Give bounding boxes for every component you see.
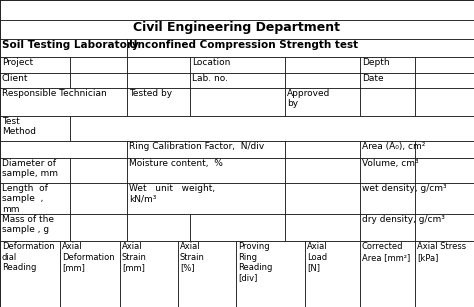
Bar [127,213,190,241]
Bar [127,158,285,183]
Bar [415,158,474,183]
Text: wet density, g/cm³: wet density, g/cm³ [362,184,447,193]
Bar [415,72,474,88]
Text: Diameter of
sample, mm: Diameter of sample, mm [2,159,58,178]
Bar [120,241,178,307]
Bar [285,57,360,72]
Text: Proving
Ring
Reading
[div]: Proving Ring Reading [div] [238,243,273,283]
Bar [70,57,127,72]
Text: Axial
Deformation
[mm]: Axial Deformation [mm] [62,243,115,272]
Text: Approved
by: Approved by [287,89,330,108]
Bar [190,213,285,241]
Bar [285,88,360,116]
Bar [360,158,415,183]
Bar [360,57,415,72]
Bar [360,213,415,241]
Bar [0,213,70,241]
Text: Area (A₀), cm²: Area (A₀), cm² [362,142,425,151]
Bar [360,88,415,116]
Text: Axial
Load
[N]: Axial Load [N] [307,243,328,272]
Bar [127,141,285,158]
Bar [285,183,360,213]
Bar [0,39,127,57]
Text: Corrected
Area [mm²]: Corrected Area [mm²] [362,243,410,262]
Bar [360,141,415,158]
Bar [0,158,70,183]
Bar [127,88,190,116]
Text: Location: Location [192,58,230,67]
Text: Project: Project [2,58,33,67]
Text: Axial Stress
[kPa]: Axial Stress [kPa] [417,243,466,262]
Text: Moisture content,  %: Moisture content, % [129,159,223,168]
Text: Length  of
sample  ,
mm: Length of sample , mm [2,184,48,214]
Bar [0,0,474,20]
Bar [127,57,190,72]
Text: Ring Calibration Factor,  N/div: Ring Calibration Factor, N/div [129,142,264,151]
Bar [415,88,474,116]
Bar [236,241,305,307]
Text: Axial
Strain
[%]: Axial Strain [%] [180,243,205,272]
Bar [285,213,360,241]
Bar [70,158,127,183]
Bar [127,39,474,57]
Text: Responsible Technician: Responsible Technician [2,89,107,98]
Bar [127,72,190,88]
Text: Deformation
dial
Reading: Deformation dial Reading [2,243,55,272]
Bar [285,141,360,158]
Bar [360,241,415,307]
Bar [360,183,415,213]
Bar [190,72,285,88]
Bar [70,183,127,213]
Text: Date: Date [362,74,383,83]
Bar [415,213,474,241]
Text: Wet   unit   weight,
kN/m³: Wet unit weight, kN/m³ [129,184,215,203]
Bar [127,183,285,213]
Bar [285,72,360,88]
Bar [0,116,70,141]
Bar [190,88,285,116]
Text: Volume, cm³: Volume, cm³ [362,159,419,168]
Bar [178,241,236,307]
Bar [70,116,474,141]
Text: Soil Testing Laboratory: Soil Testing Laboratory [2,40,139,50]
Text: Lab. no.: Lab. no. [192,74,228,83]
Bar [305,241,360,307]
Text: Test
Method: Test Method [2,117,36,136]
Bar [0,183,70,213]
Bar [190,57,285,72]
Bar [285,158,360,183]
Text: Unconfined Compression Strength test: Unconfined Compression Strength test [129,40,358,50]
Bar [415,141,474,158]
Text: Mass of the
sample , g: Mass of the sample , g [2,215,54,234]
Bar [360,72,415,88]
Bar [0,141,127,158]
Text: Depth: Depth [362,58,390,67]
Text: dry density, g/cm³: dry density, g/cm³ [362,215,445,223]
Bar [70,213,127,241]
Bar [70,72,127,88]
Bar [0,72,70,88]
Bar [415,241,474,307]
Bar [415,183,474,213]
Text: Civil Engineering Department: Civil Engineering Department [134,21,340,33]
Bar [0,241,60,307]
Text: Axial
Strain
[mm]: Axial Strain [mm] [122,243,147,272]
Bar [0,57,70,72]
Bar [60,241,120,307]
Bar [415,57,474,72]
Bar [0,20,474,39]
Text: Client: Client [2,74,28,83]
Bar [0,88,127,116]
Text: Tested by: Tested by [129,89,172,98]
